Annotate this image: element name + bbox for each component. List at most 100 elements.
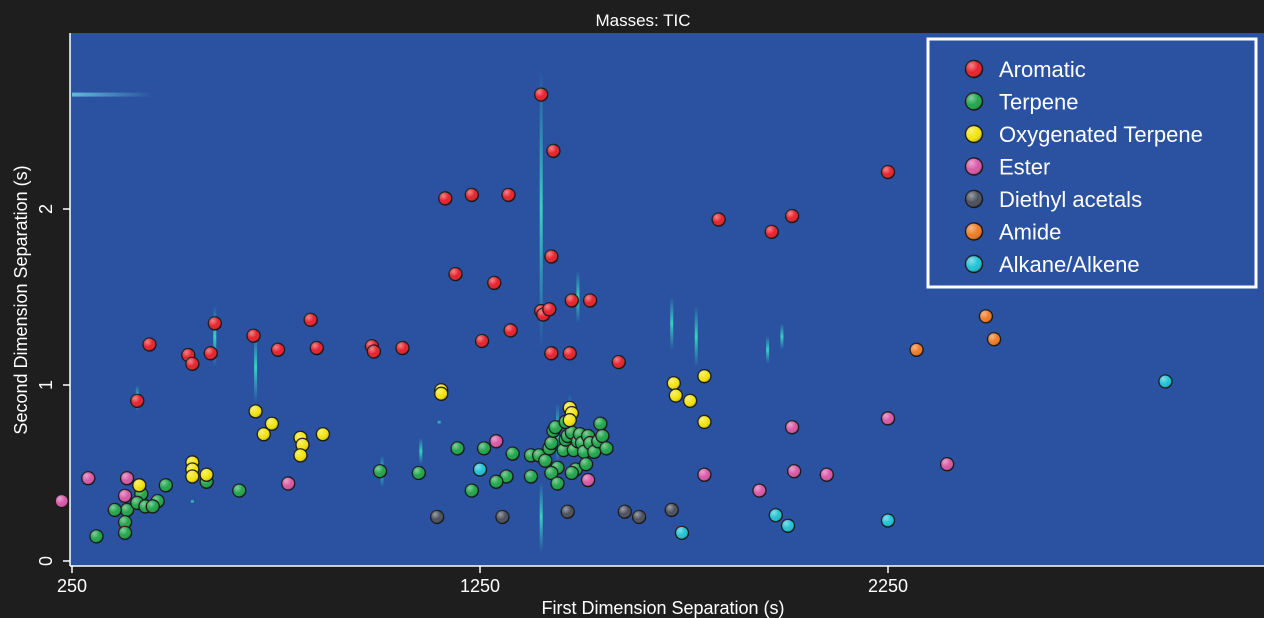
- point-shade: [881, 514, 895, 528]
- point-shade: [712, 213, 726, 227]
- point-shade: [524, 470, 538, 484]
- point-shade: [465, 188, 479, 202]
- point-shade: [579, 457, 593, 471]
- point-shade: [538, 454, 552, 468]
- point-shade: [130, 394, 144, 408]
- point-shade: [752, 484, 766, 498]
- point-shade: [108, 503, 122, 517]
- point-shade: [557, 443, 571, 457]
- peak-streak: [694, 305, 698, 368]
- point-shade: [146, 499, 160, 513]
- point-shade: [296, 438, 310, 452]
- point-shade: [500, 470, 514, 484]
- chart-title: Masses: TIC: [595, 11, 690, 30]
- point-shade: [632, 510, 646, 524]
- point-shade: [979, 309, 993, 323]
- point-shade: [89, 529, 103, 543]
- point-shade: [232, 484, 246, 498]
- y-tick-label: 2: [36, 204, 56, 214]
- point-shade: [185, 470, 199, 484]
- y-tick-label: 0: [36, 556, 56, 566]
- point-shade: [667, 376, 681, 390]
- legend-marker-shade: [965, 190, 983, 208]
- legend-label: Diethyl acetals: [999, 187, 1142, 212]
- point-shade: [293, 448, 307, 462]
- legend-label: Amide: [999, 220, 1061, 245]
- point-shade: [249, 404, 263, 418]
- point-shade: [477, 441, 491, 455]
- point-shade: [412, 466, 426, 480]
- point-shade: [593, 417, 607, 431]
- point-shade: [373, 464, 387, 478]
- legend-label: Aromatic: [999, 57, 1086, 82]
- x-tick-label: 250: [57, 576, 87, 596]
- peak-streak: [780, 323, 784, 350]
- point-shade: [1158, 374, 1172, 388]
- point-shade: [618, 505, 632, 519]
- point-shade: [551, 477, 565, 491]
- point-shade: [495, 510, 509, 524]
- point-shade: [438, 191, 452, 205]
- point-shade: [820, 468, 834, 482]
- point-shade: [544, 250, 558, 264]
- point-shade: [247, 329, 261, 343]
- point-shade: [787, 464, 801, 478]
- legend: Aromatic Terpene Oxygenated Terpene Ester Di…: [926, 37, 1258, 289]
- point-shade: [185, 357, 199, 371]
- x-axis-title: First Dimension Separation (s): [541, 598, 784, 618]
- point-shade: [506, 447, 520, 461]
- point-shade: [281, 477, 295, 491]
- legend-label: Alkane/Alkene: [999, 252, 1140, 277]
- point-shade: [542, 302, 556, 316]
- point-shade: [910, 343, 924, 357]
- point-shade: [204, 346, 218, 360]
- legend-label: Terpene: [999, 90, 1079, 115]
- legend-marker-shade: [965, 223, 983, 240]
- axes: 250 1250 2250 0 1 2: [36, 33, 1264, 596]
- point-shade: [449, 267, 463, 281]
- peak-streak: [419, 437, 423, 465]
- x-tick-label: 2250: [868, 576, 908, 596]
- point-shade: [544, 436, 558, 450]
- point-shade: [502, 188, 516, 202]
- point-shade: [697, 415, 711, 429]
- point-shade: [395, 341, 409, 355]
- point-shade: [612, 355, 626, 369]
- point-shade: [987, 332, 1001, 346]
- y-axis-title: Second Dimension Separation (s): [11, 165, 31, 434]
- point-shade: [489, 434, 503, 448]
- point-shade: [118, 526, 132, 540]
- point-shade: [785, 420, 799, 434]
- point-shade: [504, 323, 518, 337]
- point-shade: [489, 475, 503, 489]
- point-shade: [785, 209, 799, 223]
- point-shade: [881, 411, 895, 425]
- point-shade: [546, 144, 560, 158]
- legend-box: [926, 37, 1258, 289]
- y-tick-label: 1: [36, 380, 56, 390]
- peak-streak: [539, 68, 543, 350]
- point-shade: [563, 346, 577, 360]
- peak-streak: [539, 481, 543, 553]
- peak-streak: [213, 305, 217, 368]
- peak-streak: [254, 332, 258, 403]
- point-shade: [143, 338, 157, 352]
- point-shade: [55, 494, 69, 508]
- peak-streak: [766, 335, 770, 364]
- point-shade: [534, 88, 548, 102]
- point-shade: [118, 489, 132, 503]
- point-shade: [583, 294, 597, 308]
- point-shade: [669, 389, 683, 403]
- point-shade: [544, 466, 558, 480]
- point-shade: [561, 505, 575, 519]
- legend-label: Ester: [999, 155, 1050, 180]
- point-shade: [118, 515, 132, 529]
- point-shade: [310, 341, 324, 355]
- point-shade: [200, 468, 214, 482]
- point-shade: [132, 478, 146, 492]
- peak-streak: [437, 420, 441, 425]
- point-shade: [81, 471, 95, 485]
- point-shade: [434, 387, 448, 401]
- point-shade: [599, 441, 613, 455]
